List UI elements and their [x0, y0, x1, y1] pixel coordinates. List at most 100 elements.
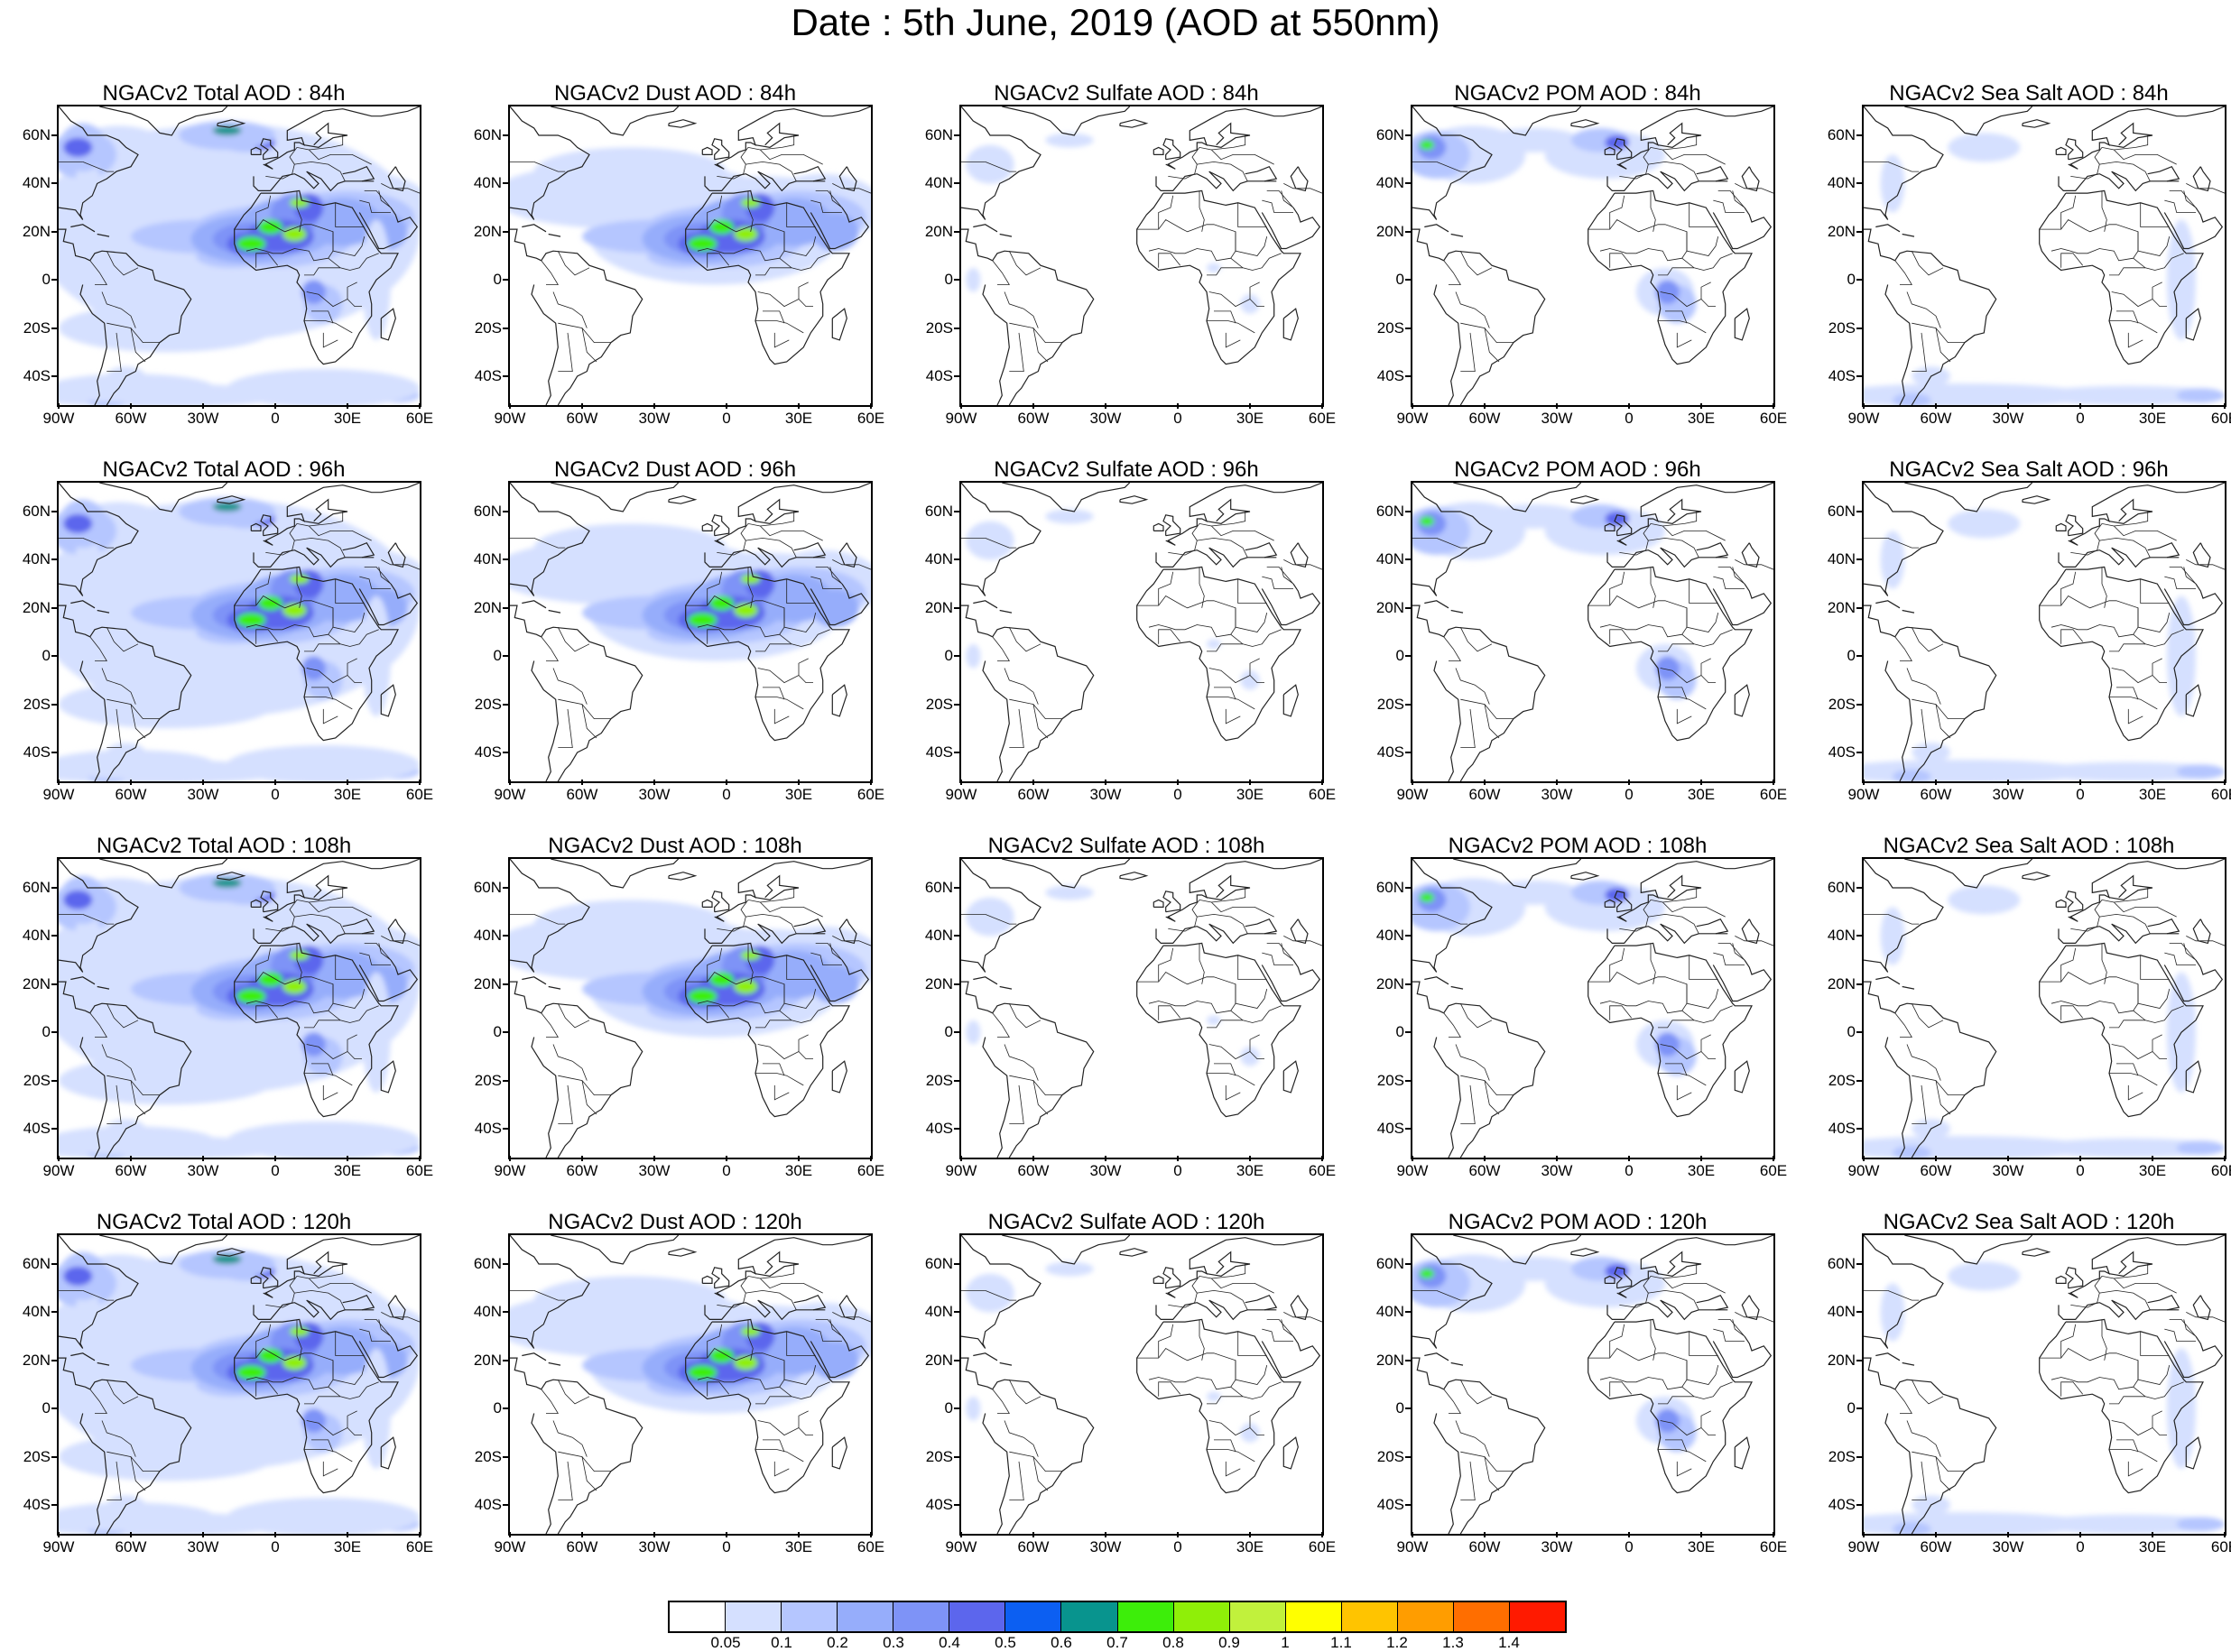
coastline — [2039, 1318, 2204, 1494]
country-border — [2164, 1328, 2196, 1342]
y-tick-label: 0 — [1395, 271, 1404, 289]
country-border — [1662, 135, 1698, 151]
coastline — [1443, 1002, 1546, 1158]
y-tick — [503, 1031, 508, 1034]
aod-field — [966, 885, 1260, 1066]
country-border — [1249, 299, 1264, 308]
country-border — [1887, 914, 1920, 925]
y-tick — [954, 1311, 959, 1314]
y-tick — [954, 1031, 959, 1034]
aod-contour — [1420, 140, 1434, 151]
y-tick — [51, 606, 57, 609]
country-border — [2169, 190, 2197, 208]
coastline — [2068, 859, 2225, 922]
y-tick — [1856, 703, 1862, 706]
country-border — [1676, 708, 1692, 724]
country-border — [1660, 281, 1711, 308]
coastline — [1616, 106, 1773, 170]
country-border — [2109, 697, 2158, 710]
country-border — [1436, 914, 1468, 925]
coastline — [541, 626, 643, 781]
x-tick — [509, 780, 511, 785]
country-border — [1662, 1264, 1698, 1279]
coastline — [253, 547, 375, 568]
coastline — [1616, 859, 1773, 922]
y-tick-label: 40S — [23, 743, 51, 761]
y-tick — [1405, 751, 1411, 753]
colorbar-label: 0.3 — [883, 1634, 904, 1651]
y-tick — [503, 230, 508, 233]
country-border — [1658, 320, 1707, 334]
aod-contour — [741, 198, 761, 208]
country-border — [1660, 658, 1711, 684]
y-tick-label: 20S — [1376, 1071, 1404, 1089]
country-border — [2109, 267, 2145, 276]
y-tick-label: 20S — [925, 318, 953, 337]
country-border — [304, 267, 340, 276]
country-border — [815, 1319, 843, 1337]
aod-contour — [282, 603, 307, 618]
x-tick-label: 30W — [1541, 1162, 1573, 1179]
map-frame — [1862, 481, 2226, 783]
coastline — [1902, 233, 1915, 237]
coastline — [1904, 483, 2033, 512]
aod-contour — [258, 595, 282, 611]
country-border — [1262, 1328, 1293, 1342]
country-border — [1237, 955, 1267, 980]
coastline — [831, 1436, 847, 1470]
x-tick — [1105, 1156, 1106, 1161]
country-border — [1700, 1427, 1716, 1436]
country-border — [1912, 332, 1927, 373]
coastline — [253, 923, 375, 945]
country-border — [1894, 1389, 1913, 1414]
country-border — [1283, 559, 1322, 570]
x-tick — [1773, 1532, 1774, 1537]
country-border — [829, 1319, 843, 1337]
x-tick — [419, 780, 421, 785]
country-border — [347, 1427, 362, 1436]
x-tick — [726, 780, 727, 785]
coastline — [2185, 684, 2201, 717]
y-tick-label: 0 — [1395, 1399, 1404, 1417]
y-tick — [954, 230, 959, 233]
country-border — [992, 1389, 1011, 1414]
aod-contour — [966, 1273, 1014, 1313]
coastline — [961, 483, 1041, 596]
coastline — [59, 1357, 90, 1390]
country-border — [130, 704, 160, 720]
coastline — [59, 106, 139, 220]
map-panel: NGACv2 Dust AOD : 120h 60N 40N 20N 0 20S 40S 90… — [451, 1210, 899, 1585]
coastline — [260, 514, 279, 537]
colorbar-label: 0.5 — [995, 1634, 1016, 1651]
coastline — [1412, 605, 1444, 638]
country-border — [1665, 687, 1688, 700]
country-border — [1211, 888, 1246, 903]
coastline — [548, 609, 561, 614]
country-border — [1460, 1075, 1500, 1115]
x-tick — [1249, 403, 1251, 409]
coastline — [342, 165, 375, 182]
coastline — [522, 976, 547, 985]
coastline — [59, 605, 90, 638]
x-tick — [2224, 1156, 2226, 1161]
coastline — [1864, 605, 1895, 638]
country-border — [755, 1396, 791, 1405]
country-border — [1460, 1084, 1476, 1125]
country-border — [1281, 190, 1294, 208]
y-tick-label: 20S — [1376, 695, 1404, 713]
y-tick-label: 40S — [23, 1119, 51, 1137]
y-tick — [503, 182, 508, 185]
y-tick-label: 20S — [925, 1071, 953, 1089]
y-tick — [1856, 558, 1862, 561]
country-border — [1609, 947, 1625, 983]
aod-contour — [709, 972, 734, 987]
coastline — [1604, 1275, 1615, 1285]
coastline — [2108, 498, 2153, 525]
country-border — [1911, 1380, 1944, 1405]
country-border — [1484, 1080, 1514, 1096]
coastline — [2147, 541, 2180, 558]
country-border — [1443, 1389, 1462, 1414]
x-tick-label: 30W — [1089, 1538, 1122, 1555]
x-tick — [347, 403, 348, 409]
aod-map — [510, 859, 871, 1158]
